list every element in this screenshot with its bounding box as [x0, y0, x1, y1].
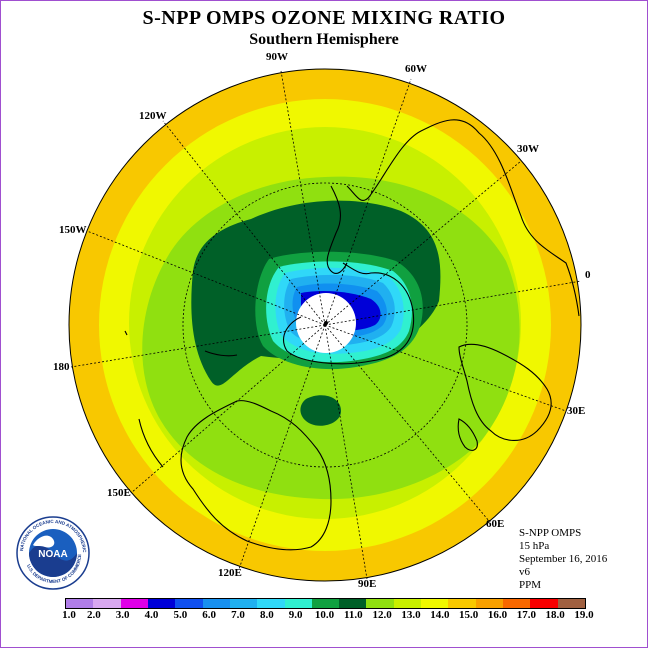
graticule — [68, 68, 582, 582]
color-scale-tick: 13.0 — [401, 609, 421, 621]
color-swatch — [530, 599, 558, 608]
color-scale — [65, 598, 586, 609]
color-scale-tick: 17.0 — [516, 609, 536, 621]
lon-label-150e: 150E — [107, 487, 131, 499]
color-scale-tick: 2.0 — [86, 609, 101, 621]
lon-label-0: 0 — [585, 269, 591, 281]
info-instrument: S-NPP OMPS — [519, 527, 582, 539]
lon-label-30w: 30W — [517, 143, 539, 155]
color-scale-tick: 9.0 — [288, 609, 303, 621]
color-swatch — [421, 599, 449, 608]
info-level: 15 hPa — [519, 540, 550, 552]
color-scale-tick: 11.0 — [344, 609, 363, 621]
color-swatch — [120, 599, 148, 608]
color-scale-tick: 18.0 — [545, 609, 565, 621]
color-scale-tick: 15.0 — [459, 609, 479, 621]
color-swatch — [475, 599, 503, 608]
color-swatch — [557, 599, 585, 608]
color-swatch — [202, 599, 230, 608]
color-swatch — [93, 599, 121, 608]
info-version: v6 — [519, 566, 530, 578]
color-swatch — [229, 599, 258, 608]
color-scale-tick: 10.0 — [314, 609, 335, 621]
info-date: September 16, 2016 — [519, 553, 608, 565]
color-swatch — [147, 599, 176, 608]
lon-label-120e: 120E — [218, 567, 242, 579]
color-scale-tick: 7.0 — [231, 609, 245, 621]
color-scale-ticks: 1.0 2.0 3.0 4.0 5.0 6.0 7.0 8.0 9.0 10.0 11.0 12.0 1… — [1, 609, 647, 623]
lon-label-60w: 60W — [405, 63, 427, 75]
color-scale-tick: 12.0 — [372, 609, 392, 621]
info-units: PPM — [519, 579, 542, 591]
color-scale-tick: 14.0 — [430, 609, 450, 621]
color-swatch — [366, 599, 394, 608]
lon-label-120w: 120W — [139, 110, 167, 122]
chart-title: S-NPP OMPS OZONE MIXING RATIO — [142, 7, 506, 29]
color-scale-tick: 19.0 — [574, 609, 594, 621]
color-scale-tick: 4.0 — [144, 609, 159, 621]
lon-label-30e: 30E — [567, 405, 586, 417]
color-swatch — [257, 599, 285, 608]
island-green-dark — [300, 395, 341, 426]
logo-text: NOAA — [38, 549, 67, 560]
color-swatch — [66, 599, 94, 608]
color-scale-tick: 16.0 — [487, 609, 508, 621]
color-scale-tick: 5.0 — [173, 609, 188, 621]
color-swatch — [448, 599, 476, 608]
lon-label-180: 180 — [53, 361, 70, 373]
color-swatch — [339, 599, 367, 608]
color-swatch — [284, 599, 312, 608]
lon-label-150w: 150W — [59, 224, 87, 236]
color-scale-tick: 3.0 — [115, 609, 130, 621]
color-scale-tick: 1.0 — [62, 609, 76, 621]
info-block: S-NPP OMPS 15 hPa September 16, 2016 v6 … — [519, 527, 607, 592]
lon-label-90e: 90E — [358, 578, 377, 590]
color-scale-tick: 8.0 — [259, 609, 274, 621]
pole-center — [324, 321, 328, 325]
color-swatch — [393, 599, 422, 608]
lon-label-90w: 90W — [266, 51, 288, 63]
lon-label-60e: 60E — [486, 518, 505, 530]
chart-subtitle: Southern Hemisphere — [249, 31, 399, 48]
noaa-logo: NATIONAL OCEANIC AND ATMOSPHERIC ADMINIS… — [15, 515, 90, 590]
color-swatch — [311, 599, 340, 608]
color-swatch — [503, 599, 531, 608]
color-swatch — [175, 599, 203, 608]
color-scale-tick: 6.0 — [202, 609, 217, 621]
